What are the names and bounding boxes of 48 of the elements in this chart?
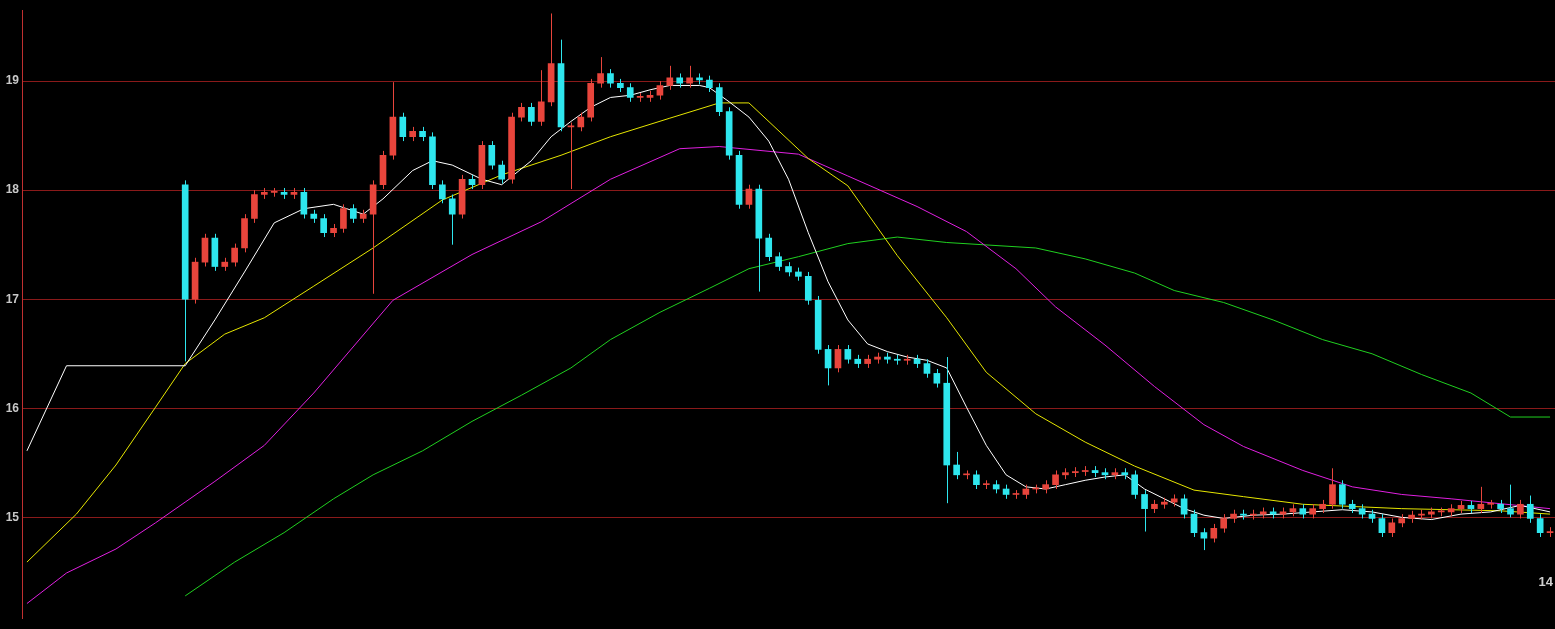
candlestick (340, 203, 347, 234)
candlestick (320, 213, 327, 238)
candlestick (656, 80, 664, 101)
candlestick (448, 194, 456, 246)
candlestick (923, 358, 931, 379)
candlestick (1339, 479, 1346, 510)
y-tick-label: 17 (5, 291, 20, 306)
candlestick (765, 233, 773, 262)
y-tick-label: 18 (5, 182, 20, 197)
candlestick (1220, 513, 1227, 534)
y-tick-label: 15 (5, 509, 20, 524)
candlestick (973, 469, 980, 490)
candlestick (775, 251, 782, 272)
y-tick-label: 16 (5, 400, 20, 415)
candlestick (626, 82, 634, 103)
candlestick (597, 56, 604, 89)
annotation: 14 (1538, 574, 1554, 590)
candlestick (666, 65, 674, 91)
candlestick (1507, 484, 1514, 518)
candlestick (933, 368, 941, 389)
candlestick (231, 243, 238, 268)
candlestick (953, 451, 960, 480)
candlestick (686, 65, 693, 89)
candlestick (498, 160, 506, 185)
candlestick (537, 69, 545, 127)
candlestick (1477, 486, 1485, 514)
candlestick (1180, 493, 1188, 519)
y-tick-label: 19 (5, 73, 20, 88)
candlestick (577, 112, 585, 132)
candlestick (399, 112, 407, 142)
candlestick (1526, 495, 1534, 524)
candlestick (1378, 513, 1386, 538)
candlestick (844, 344, 852, 365)
candlestick (1517, 499, 1524, 519)
candlestick (1052, 469, 1059, 490)
candlestick (1329, 467, 1336, 510)
candlestick (745, 184, 753, 210)
candlestick (1388, 517, 1396, 538)
candlestick (528, 102, 535, 127)
candlestick (1141, 489, 1148, 533)
candlestick (1210, 523, 1218, 543)
candlestick (439, 179, 446, 204)
candlestick (350, 203, 357, 224)
candlestick (607, 68, 614, 89)
candlestick (1536, 513, 1544, 538)
candlestick (518, 102, 525, 122)
candlestick (1131, 469, 1138, 500)
candlestick (488, 140, 496, 170)
